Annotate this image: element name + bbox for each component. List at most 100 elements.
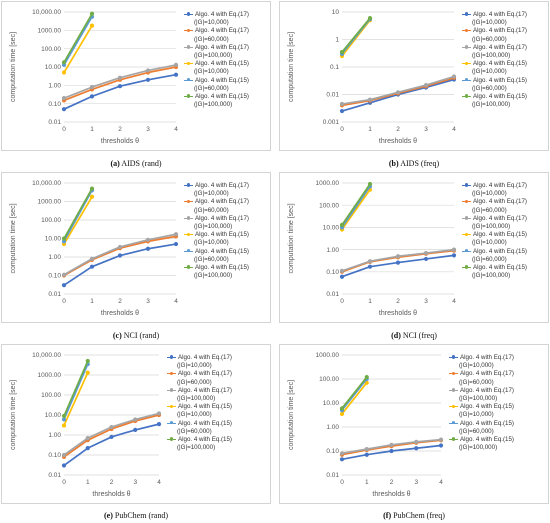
- x-tick-label: 1: [368, 298, 372, 305]
- y-tick-label: 1.00: [48, 254, 61, 261]
- legend-entry-line1: Algo. 4 with Eq.(17): [462, 11, 527, 19]
- x-tick-label: 1: [86, 479, 90, 486]
- data-point: [451, 247, 457, 252]
- data-point: [61, 96, 67, 101]
- y-tick-label: 10,000.00: [32, 180, 61, 187]
- legend-entry: Algo. 4 with Eq.(17) (|G|=100,000): [167, 387, 232, 403]
- x-tick-label: 3: [146, 298, 150, 305]
- chart-panel-aids-freq: 0.001 0.01 0.1 1 10 0 1 2 3 4 thresholds θ computat…: [279, 1, 549, 151]
- data-point: [339, 451, 345, 456]
- legend-entry: Algo. 4 with Eq.(17) (|G|=10,000): [449, 354, 514, 370]
- series-line: [63, 66, 177, 102]
- legend-entry: Algo. 4 with Eq.(17) (|G|=10,000): [462, 182, 527, 198]
- data-point: [145, 77, 151, 82]
- legend-swatch: [462, 93, 471, 99]
- chart-caption-text: PubChem (freq): [393, 511, 445, 520]
- series-line: [341, 185, 371, 228]
- legend-entry: Algo. 4 with Eq.(17) (|G|=60,000): [462, 198, 527, 214]
- series-line: [341, 189, 371, 231]
- legend-entry: Algo. 4 with Eq.(15) (|G|=10,000): [449, 403, 514, 419]
- series-line: [63, 189, 93, 242]
- chart-svg-aids-rand: 0.01 0.10 1.00 10.00 100.00 1000.00 10,000.00 0…: [10, 9, 179, 145]
- data-point: [367, 259, 373, 264]
- data-point: [173, 72, 179, 77]
- legend-entry-line1: Algo. 4 with Eq.(17): [462, 198, 527, 206]
- legend-swatch: [184, 77, 193, 83]
- x-axis-label: thresholds θ: [379, 138, 417, 145]
- legend-entry: Algo. 4 with Eq.(17) (|G|=100,000): [449, 387, 514, 403]
- legend-entry: Algo. 4 with Eq.(17) (|G|=10,000): [184, 182, 249, 198]
- data-point: [145, 246, 151, 251]
- legend-label-size: (|G|=100,000): [472, 101, 511, 109]
- chart-caption-text: AIDS (rand): [121, 159, 162, 168]
- data-point: [117, 75, 123, 80]
- legend-swatch: [462, 11, 471, 17]
- legend-entry: Algo. 4 with Eq.(15) (|G|=10,000): [167, 403, 232, 419]
- legend-swatch: [462, 264, 471, 270]
- y-tick-label: 0.01: [326, 472, 339, 479]
- data-point: [438, 437, 444, 442]
- y-tick-label: 1.00: [326, 424, 339, 431]
- legend-label-size: (|G|=60,000): [177, 427, 212, 435]
- y-tick-label: 1: [335, 37, 339, 44]
- legend-label: Algo. 4 with Eq.(17): [178, 354, 232, 361]
- legend: Algo. 4 with Eq.(17) (|G|=10,000) Algo. 4 …: [184, 182, 249, 280]
- legend-entry-line1: Algo. 4 with Eq.(17): [184, 44, 249, 52]
- data-point: [61, 413, 67, 419]
- data-point: [423, 250, 429, 256]
- y-tick-label: 10.00: [45, 236, 62, 243]
- data-point: [339, 222, 345, 227]
- legend-label-size: (|G|=10,000): [194, 19, 229, 27]
- data-point: [133, 417, 138, 422]
- data-point: [61, 463, 67, 468]
- chart-caption-text: AIDS (freq): [400, 159, 440, 168]
- data-point: [145, 68, 151, 73]
- series-line: [63, 360, 89, 417]
- data-point: [414, 439, 419, 444]
- legend-label-size: (|G|=10,000): [472, 190, 507, 198]
- legend-label: Algo. 4 with Eq.(15): [460, 403, 514, 411]
- legend-entry: Algo. 4 with Eq.(15) (|G|=60,000): [462, 77, 527, 93]
- legend-label: Algo. 4 with Eq.(15): [178, 419, 232, 427]
- chart-caption-label: (d): [391, 331, 401, 340]
- legend-entry: Algo. 4 with Eq.(17) (|G|=100,000): [462, 215, 527, 231]
- y-tick-label: 100.00: [41, 46, 61, 53]
- chart-caption: (a) AIDS (rand): [1, 159, 271, 168]
- y-tick-label: 10: [332, 9, 340, 16]
- data-point: [173, 62, 179, 68]
- data-point: [117, 84, 123, 89]
- legend-label: Algo. 4 with Eq.(15): [473, 93, 527, 101]
- legend-swatch: [184, 215, 193, 221]
- data-point: [61, 423, 67, 428]
- x-axis-label: thresholds θ: [372, 491, 410, 498]
- data-point: [395, 90, 401, 95]
- legend-label: Algo. 4 with Eq.(17): [473, 214, 527, 222]
- legend-entry-line1: Algo. 4 with Eq.(17): [449, 370, 514, 378]
- data-point: [61, 272, 67, 277]
- y-tick-label: 100.00: [319, 376, 339, 383]
- legend-entry-line1: Algo. 4 with Eq.(15): [449, 436, 514, 444]
- legend-entry-line1: Algo. 4 with Eq.(15): [462, 264, 527, 272]
- legend-swatch: [184, 28, 193, 34]
- legend-entry: Algo. 4 with Eq.(15) (|G|=100,000): [184, 93, 249, 109]
- x-tick-label: 2: [118, 298, 122, 305]
- legend-label-size: (|G|=10,000): [472, 19, 507, 27]
- legend-entry-line1: Algo. 4 with Eq.(15): [449, 403, 514, 411]
- y-axis-label: computation time [sec]: [10, 380, 17, 450]
- series-line: [341, 376, 368, 409]
- legend-label: Algo. 4 with Eq.(15): [473, 76, 527, 84]
- legend: Algo. 4 with Eq.(17) (|G|=10,000) Algo. 4 …: [184, 11, 249, 109]
- legend-entry: Algo. 4 with Eq.(15) (|G|=10,000): [184, 60, 249, 76]
- legend-entry-line1: Algo. 4 with Eq.(17): [184, 182, 249, 190]
- data-point: [389, 448, 394, 454]
- data-point: [85, 446, 90, 451]
- legend-label: Algo. 4 with Eq.(15): [195, 76, 249, 84]
- legend-entry: Algo. 4 with Eq.(17) (|G|=60,000): [449, 370, 514, 386]
- x-tick-label: 0: [340, 298, 344, 305]
- y-tick-label: 10.00: [323, 225, 340, 232]
- legend-entry-line1: Algo. 4 with Eq.(15): [167, 420, 232, 428]
- x-tick-label: 2: [118, 126, 122, 133]
- chart-svg-pubchem-freq: 0.01 0.10 1.00 10.00 100.00 1000.00 0 1 2 3 4 thres…: [288, 352, 444, 498]
- legend-entry-line1: Algo. 4 with Eq.(15): [184, 248, 249, 256]
- legend-entry-line1: Algo. 4 with Eq.(15): [462, 60, 527, 68]
